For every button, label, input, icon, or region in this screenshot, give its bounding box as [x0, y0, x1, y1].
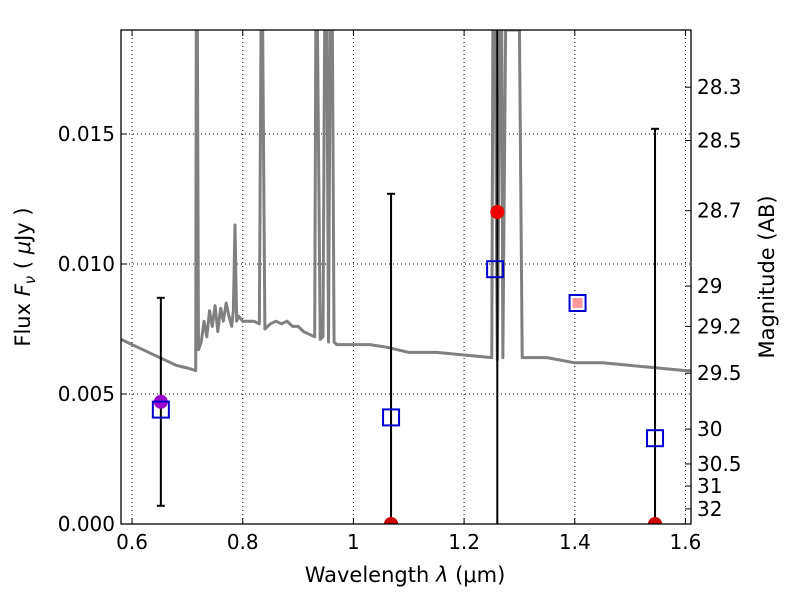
- plot-frame: [120, 29, 692, 525]
- right-tick-label: 29.2: [697, 314, 742, 338]
- x-tick-label: 0.6: [116, 530, 148, 554]
- y-axis-ticks: 0.000 0.005 0.010 0.015: [58, 122, 127, 536]
- spectrum-line: [121, 30, 691, 373]
- model-points: [151, 260, 665, 448]
- model-point: [382, 408, 401, 427]
- x-tick-label: 1.4: [559, 530, 591, 554]
- observed-point: [648, 517, 663, 524]
- y-tick-label: 0.000: [58, 512, 115, 536]
- right-tick-label: 28.3: [697, 75, 742, 99]
- y-tick-label: 0.015: [58, 122, 115, 146]
- x-axis-title: Wavelength λ (μm): [305, 563, 506, 587]
- extra-point: [572, 298, 583, 308]
- error-bars: [156, 30, 660, 524]
- y-tick-label: 0.010: [58, 252, 115, 276]
- x-tick-label: 1: [347, 530, 360, 554]
- right-tick-label: 29.5: [697, 361, 742, 385]
- x-tick-label: 1.6: [670, 530, 702, 554]
- observed-points: [153, 205, 663, 524]
- right-axis-title: Magnitude (AB): [755, 195, 779, 358]
- model-point: [486, 260, 505, 279]
- model-point: [568, 294, 587, 312]
- right-tick-label: 32: [697, 497, 722, 521]
- x-tick-label: 0.8: [227, 530, 259, 554]
- right-tick-label: 29: [697, 274, 722, 298]
- x-tick-label: 1.2: [448, 530, 480, 554]
- right-tick-label: 30.5: [697, 452, 742, 476]
- right-tick-label: 30: [697, 417, 722, 441]
- right-tick-label: 28.5: [697, 129, 742, 153]
- y-tick-label: 0.005: [58, 382, 115, 406]
- template-spectrum: [121, 30, 691, 373]
- observed-point: [384, 517, 399, 524]
- grid-lines: [121, 30, 691, 525]
- model-point: [646, 429, 665, 448]
- right-tick-label: 31: [697, 474, 722, 498]
- right-tick-label: 28.7: [697, 199, 742, 223]
- x-axis-ticks: 0.6 0.8 1 1.2 1.4 1.6: [116, 30, 701, 554]
- observed-point: [490, 205, 505, 219]
- model-point: [151, 400, 170, 419]
- y-axis-title: Flux Fν ( μJy ): [11, 207, 39, 346]
